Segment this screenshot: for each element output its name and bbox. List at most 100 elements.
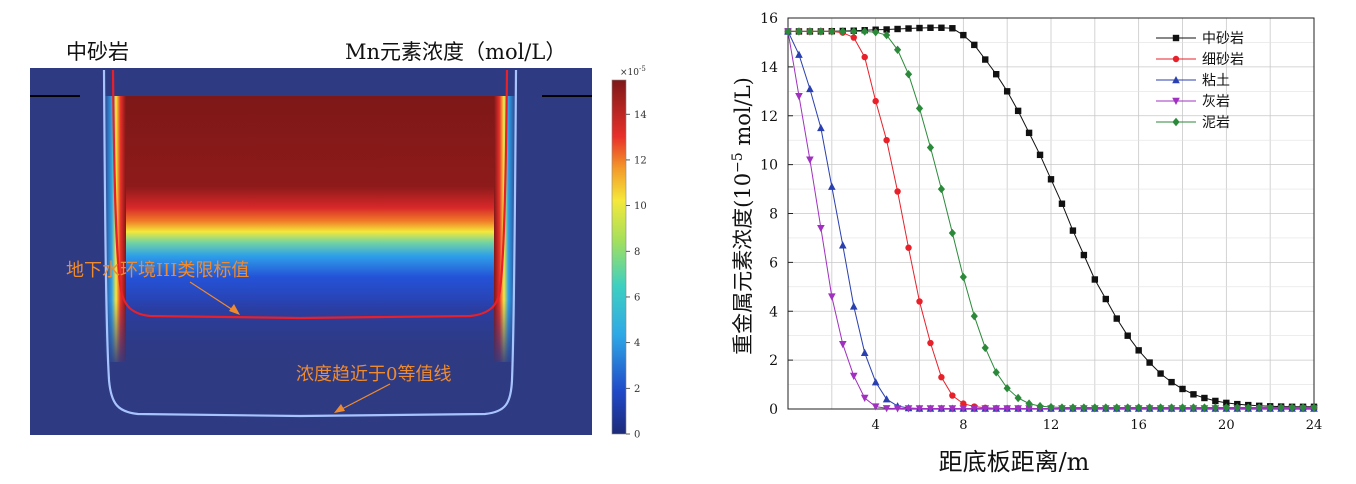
data-point	[894, 25, 901, 33]
legend-marker	[1172, 76, 1180, 84]
y-tick-label: 8	[769, 207, 778, 223]
data-point	[937, 405, 946, 413]
data-point	[883, 136, 890, 144]
colorbar-ticks: 0 2 4 6 8 10 12 14	[626, 110, 647, 441]
data-point	[860, 394, 869, 403]
data-point	[981, 343, 989, 353]
data-point	[806, 156, 814, 164]
y-tick-label: 0	[769, 402, 778, 418]
data-point	[1201, 394, 1208, 402]
y-axis-label: 重金属元素浓度(10−5 mol/L)	[730, 77, 755, 355]
colorbar-tick-label: 12	[634, 155, 647, 166]
data-point	[850, 27, 858, 36]
data-point	[860, 348, 869, 356]
colorbar-tick-label: 8	[634, 247, 640, 258]
data-point	[1058, 403, 1066, 412]
colorbar	[611, 79, 627, 435]
limit-contour-label: 地下水环境III类限标值	[66, 260, 249, 281]
data-point	[817, 27, 825, 36]
data-point	[948, 405, 957, 413]
data-point	[1003, 88, 1011, 95]
data-series	[784, 24, 1318, 413]
limit-contour-arrowhead	[229, 304, 240, 315]
data-point	[927, 24, 934, 31]
data-point	[883, 26, 890, 33]
data-point	[971, 41, 978, 49]
data-point	[1299, 403, 1307, 412]
colorbar-tick-label: 4	[634, 338, 640, 349]
data-point	[871, 378, 880, 386]
data-point	[1080, 251, 1088, 259]
data-point	[926, 143, 935, 152]
limit-contour-arrow	[189, 281, 237, 313]
data-point	[1288, 403, 1296, 412]
data-point	[1003, 405, 1011, 413]
data-point	[904, 70, 913, 79]
data-point	[1156, 403, 1165, 412]
data-point	[1223, 399, 1230, 407]
data-point	[1113, 315, 1120, 322]
legend-marker	[1172, 55, 1180, 63]
data-point	[916, 24, 923, 32]
data-point	[828, 293, 836, 301]
data-point	[1036, 401, 1044, 411]
data-point	[1222, 403, 1230, 412]
data-point	[959, 272, 967, 282]
legend-marker	[1172, 117, 1180, 127]
data-point	[1102, 295, 1109, 303]
data-point	[1124, 332, 1131, 339]
data-point	[1124, 403, 1132, 412]
data-point	[960, 31, 967, 39]
contour-map-title: Mn元素浓度（mol/L）	[345, 40, 567, 64]
data-point	[938, 374, 945, 381]
data-point	[1058, 200, 1066, 207]
data-point	[1255, 403, 1263, 412]
data-point	[784, 27, 792, 36]
data-point	[872, 97, 879, 105]
data-point	[1190, 391, 1197, 398]
data-point	[926, 405, 935, 413]
y-tick-label: 4	[769, 304, 778, 320]
data-point	[970, 405, 979, 413]
x-tick-label: 16	[1130, 418, 1147, 433]
legend-label: 粘土	[1202, 73, 1230, 89]
data-point	[806, 84, 814, 93]
data-point	[1135, 403, 1143, 412]
colorbar-tick-label: 10	[634, 201, 647, 212]
data-point	[838, 341, 847, 349]
x-tick-label: 8	[959, 418, 967, 433]
data-point	[1091, 276, 1099, 283]
colorbar-exponent: ×10-5	[620, 65, 646, 78]
limit-contour-line	[111, 69, 509, 320]
data-point	[959, 405, 968, 413]
colorbar-tick-label: 0	[634, 430, 640, 441]
chart-grid	[788, 18, 1314, 409]
data-point	[949, 25, 956, 32]
data-point	[817, 224, 825, 233]
rock-type-label: 中砂岩	[66, 40, 129, 64]
right-pillar	[486, 68, 516, 98]
zero-contour-arrowhead	[334, 404, 345, 413]
data-point	[871, 403, 880, 411]
data-point	[1146, 359, 1153, 366]
legend-marker	[1172, 97, 1180, 105]
legend-label: 灰岩	[1202, 94, 1230, 110]
data-point	[915, 405, 924, 413]
colorbar-tick-label: 2	[634, 384, 640, 395]
data-point	[992, 368, 1000, 377]
legend-label: 细砂岩	[1202, 52, 1244, 68]
x-axis-label: 距底板距离/m	[939, 448, 1090, 476]
data-point	[817, 123, 825, 132]
x-tick-label: 4	[872, 418, 880, 433]
data-point	[938, 24, 945, 31]
data-point	[882, 395, 891, 403]
data-point	[850, 34, 857, 41]
data-point	[849, 302, 858, 310]
data-point	[948, 228, 956, 238]
data-point	[960, 400, 967, 407]
data-point	[1189, 403, 1198, 412]
data-point	[1003, 384, 1011, 393]
data-point	[795, 93, 803, 101]
